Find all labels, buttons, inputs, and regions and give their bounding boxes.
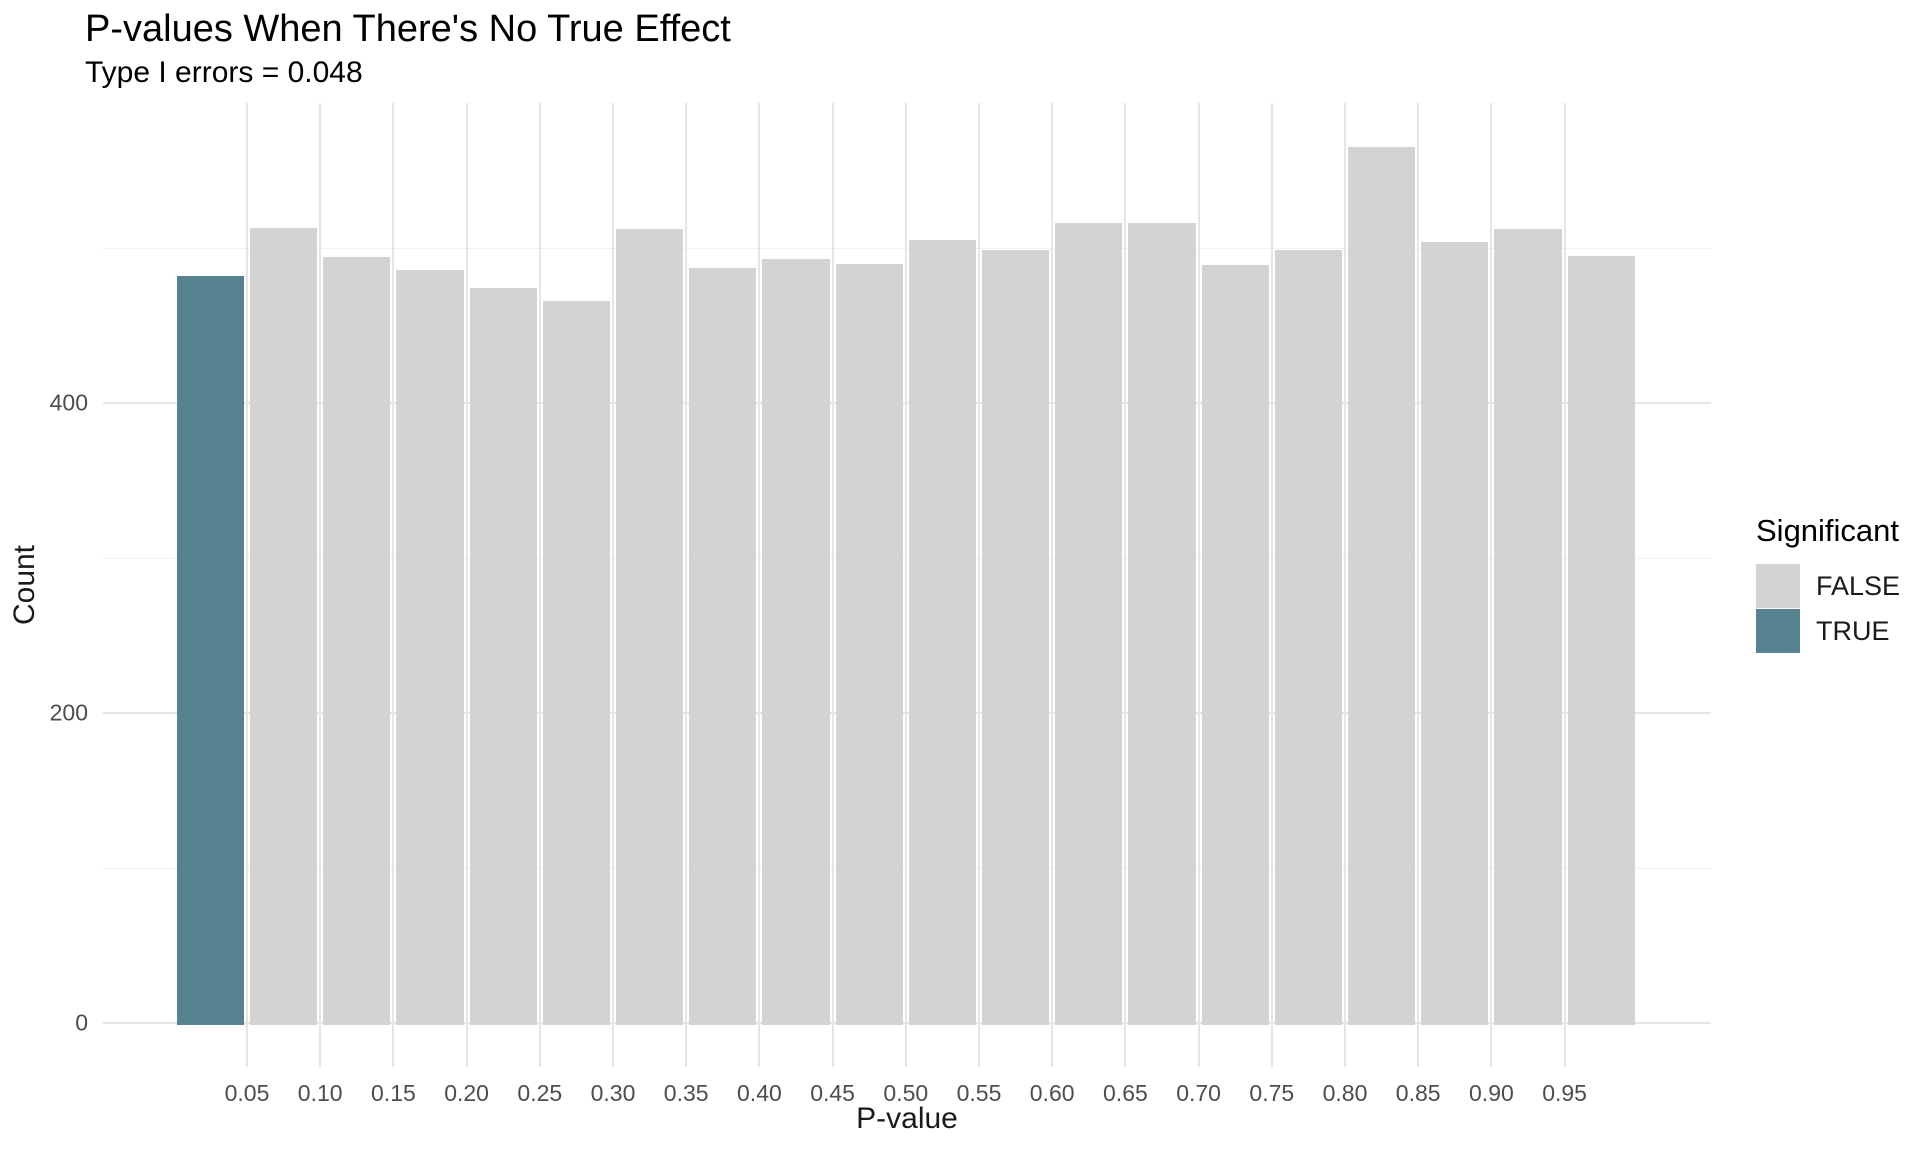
histogram-bar (689, 268, 757, 1025)
x-major-gridline (831, 103, 834, 1067)
x-major-gridline (1051, 103, 1054, 1067)
plot-title: P-values When There's No True Effect (85, 8, 731, 50)
x-tick-label: 0.75 (1249, 1080, 1295, 1106)
legend-entry: FALSE (1756, 564, 1900, 608)
legend-entries: FALSE TRUE (1756, 564, 1900, 653)
histogram-bar (908, 240, 976, 1025)
y-major-gridline (103, 712, 1711, 714)
x-major-gridline (392, 103, 395, 1067)
x-major-gridline (1417, 103, 1420, 1067)
x-tick-label: 0.25 (517, 1080, 563, 1106)
x-major-gridline (978, 103, 980, 1067)
x-tick-label: 0.55 (956, 1080, 1002, 1106)
legend: Significant FALSE TRUE (1756, 515, 1900, 654)
x-major-gridline (246, 103, 248, 1067)
y-minor-gridline (103, 247, 1711, 249)
x-major-gridline (1490, 103, 1493, 1067)
plot-panel (103, 103, 1711, 1067)
legend-swatch (1756, 564, 1800, 608)
x-tick-label: 0.90 (1469, 1080, 1514, 1106)
legend-entry: TRUE (1756, 609, 1900, 653)
y-tick-label: 0 (75, 1009, 88, 1036)
histogram-bar (1055, 223, 1123, 1025)
x-tick-label: 0.35 (663, 1080, 709, 1106)
histogram-bar (396, 269, 464, 1025)
x-major-gridline (758, 103, 761, 1067)
x-tick-label: 0.45 (810, 1080, 855, 1106)
x-tick-label: 0.20 (444, 1080, 489, 1106)
histogram-bar (1128, 223, 1196, 1025)
y-minor-gridline (103, 557, 1711, 559)
histogram-bar-significant (176, 275, 244, 1025)
histogram-bar (835, 263, 903, 1025)
x-tick-label: 0.80 (1322, 1080, 1368, 1106)
histogram-bar (1494, 229, 1562, 1025)
y-tick-label: 400 (49, 389, 88, 416)
x-major-gridline (685, 103, 688, 1067)
x-tick-label: 0.50 (883, 1080, 929, 1106)
x-tick-label: 0.65 (1103, 1080, 1148, 1106)
x-tick-label: 0.30 (590, 1080, 636, 1106)
x-tick-label: 0.95 (1542, 1080, 1587, 1106)
legend-title: Significant (1756, 513, 1900, 548)
legend-label: TRUE (1816, 615, 1890, 646)
histogram-bar (1421, 241, 1489, 1025)
x-tick-label: 0.70 (1176, 1080, 1221, 1106)
histogram-bar (616, 229, 684, 1025)
histogram-bar (250, 227, 318, 1025)
x-tick-label: 0.10 (297, 1080, 343, 1106)
y-major-gridline (103, 402, 1711, 404)
x-major-gridline (904, 103, 907, 1067)
x-major-gridline (1197, 103, 1200, 1067)
x-major-gridline (1270, 103, 1273, 1067)
y-minor-gridline (103, 867, 1711, 869)
histogram-bar (1567, 255, 1635, 1025)
x-tick-label: 0.60 (1029, 1080, 1075, 1106)
plot-subtitle: Type I errors = 0.048 (85, 56, 363, 89)
x-major-gridline (1344, 103, 1346, 1067)
x-tick-label: 0.15 (371, 1080, 416, 1106)
histogram-bar (762, 258, 830, 1025)
histogram-bar (323, 257, 391, 1025)
x-tick-label: 0.85 (1395, 1080, 1441, 1106)
legend-label: FALSE (1816, 570, 1901, 601)
histogram-bar (469, 288, 537, 1025)
y-axis-title: Count (8, 544, 41, 626)
legend-swatch (1756, 609, 1800, 653)
histogram-bar (982, 249, 1050, 1025)
x-major-gridline (465, 103, 468, 1067)
histogram-bar (1201, 265, 1269, 1025)
y-major-gridline (103, 1022, 1711, 1024)
x-major-gridline (538, 103, 541, 1067)
x-tick-label: 0.05 (224, 1080, 270, 1106)
histogram-bar (542, 300, 610, 1025)
histogram-bar (1274, 249, 1342, 1025)
x-major-gridline (1124, 103, 1127, 1067)
x-major-gridline (1563, 103, 1566, 1067)
histogram-bar (1348, 147, 1416, 1025)
x-major-gridline (612, 103, 614, 1067)
x-major-gridline (319, 103, 322, 1067)
y-tick-label: 200 (49, 699, 88, 726)
x-axis-title: P-value (856, 1102, 958, 1135)
x-tick-label: 0.40 (737, 1080, 782, 1106)
